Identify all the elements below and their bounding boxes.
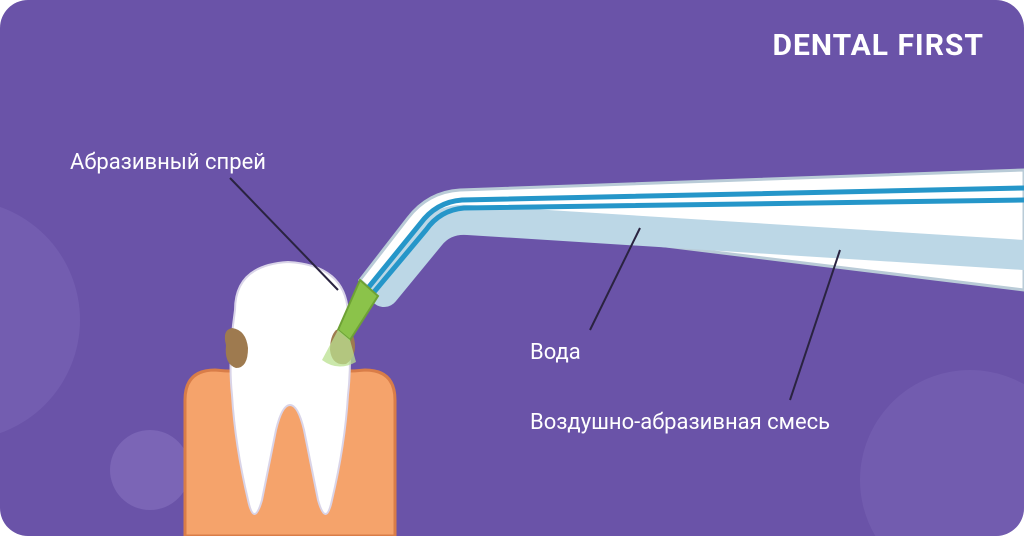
label-abrasive-spray: Абразивный спрей: [70, 150, 266, 175]
instrument: [360, 170, 1024, 296]
label-water: Вода: [530, 340, 581, 365]
diagram-canvas: DENTAL FIRST Абразивный спрей Вода Возду…: [0, 0, 1024, 536]
label-air-abrasive-mixture: Воздушно-абразивная смесь: [530, 410, 830, 435]
diagram-svg: [0, 0, 1024, 536]
brand-title: DENTAL FIRST: [772, 28, 984, 63]
